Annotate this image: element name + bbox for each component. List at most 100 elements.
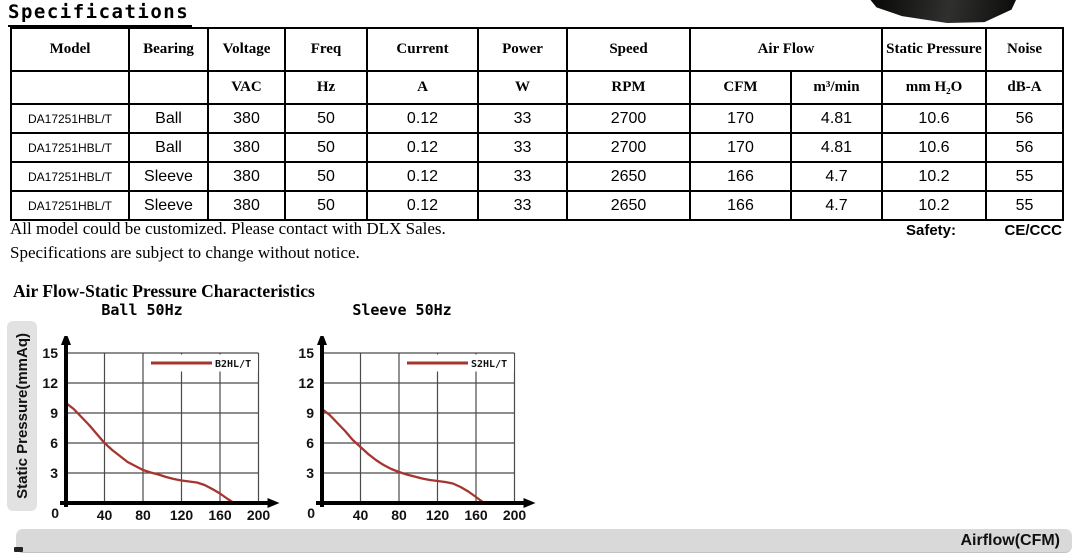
svg-text:160: 160 — [464, 507, 488, 523]
table-header-row: Model Bearing Voltage Freq Current Power… — [10, 27, 1064, 72]
cell-model: DA17251HBL/T — [10, 103, 130, 134]
svg-text:200: 200 — [247, 507, 271, 523]
unit-static-pressure: mm H₂O — [881, 70, 987, 105]
svg-text:9: 9 — [306, 405, 314, 421]
svg-text:9: 9 — [50, 405, 58, 421]
x-axis-label: Airflow(CFM) — [960, 532, 1060, 549]
table-row: DA17251HBL/T Sleeve 380 50 0.12 33 2650 … — [10, 190, 1064, 221]
col-header-freq: Freq — [284, 27, 368, 72]
cell-static-pressure: 10.6 — [881, 132, 987, 163]
cell-cfm: 170 — [689, 132, 792, 163]
cell-current: 0.12 — [366, 161, 479, 192]
cell-power: 33 — [477, 103, 568, 134]
col-header-current: Current — [366, 27, 479, 72]
ball-chart: B2HL/T 3 6 9 12 15 0 40 80 120 160 200 — [42, 336, 280, 523]
svg-text:80: 80 — [391, 507, 407, 523]
cell-static-pressure: 10.6 — [881, 103, 987, 134]
svg-text:200: 200 — [503, 507, 527, 523]
cell-model: DA17251HBL/T — [10, 190, 130, 221]
cell-speed: 2650 — [566, 190, 691, 221]
y-axis-label-strip: Static Pressure(mmAq) — [7, 321, 37, 511]
cell-freq: 50 — [284, 103, 368, 134]
cell-bearing: Sleeve — [128, 161, 209, 192]
cell-power: 33 — [477, 190, 568, 221]
svg-text:12: 12 — [42, 375, 58, 391]
cell-static-pressure: 10.2 — [881, 161, 987, 192]
svg-text:6: 6 — [50, 435, 58, 451]
unit-voltage: VAC — [207, 70, 286, 105]
cell-bearing: Ball — [128, 103, 209, 134]
cell-power: 33 — [477, 161, 568, 192]
col-header-speed: Speed — [566, 27, 691, 72]
cell-freq: 50 — [284, 161, 368, 192]
svg-text:3: 3 — [50, 465, 58, 481]
svg-text:160: 160 — [208, 507, 232, 523]
cell-model: DA17251HBL/T — [10, 132, 130, 163]
unit-power: W — [477, 70, 568, 105]
svg-text:3: 3 — [306, 465, 314, 481]
cell-m3min: 4.81 — [790, 103, 883, 134]
cell-cfm: 166 — [689, 161, 792, 192]
table-row: DA17251HBL/T Ball 380 50 0.12 33 2700 17… — [10, 103, 1064, 134]
ball-chart-title: Ball 50Hz — [101, 301, 183, 319]
cell-noise: 55 — [985, 161, 1064, 192]
fan-photo-fragment — [870, 0, 1016, 23]
cell-current: 0.12 — [366, 190, 479, 221]
col-header-airflow: Air Flow — [689, 27, 883, 72]
col-header-static-pressure: Static Pressure — [881, 27, 987, 72]
specifications-table: Model Bearing Voltage Freq Current Power… — [10, 27, 1064, 221]
svg-text:120: 120 — [426, 507, 450, 523]
unit-current: A — [366, 70, 479, 105]
page-title: Specifications — [8, 1, 193, 27]
svg-text:40: 40 — [353, 507, 369, 523]
cell-speed: 2700 — [566, 103, 691, 134]
page-corner-mark — [14, 547, 23, 552]
cell-speed: 2650 — [566, 161, 691, 192]
cell-static-pressure: 10.2 — [881, 190, 987, 221]
safety-value: CE/CCC — [1004, 222, 1062, 239]
safety-label: Safety: — [906, 222, 957, 239]
table-row: DA17251HBL/T Sleeve 380 50 0.12 33 2650 … — [10, 161, 1064, 192]
cell-voltage: 380 — [207, 132, 286, 163]
cell-current: 0.12 — [366, 132, 479, 163]
cell-bearing: Sleeve — [128, 190, 209, 221]
safety-certification: Safety: CE/CCC — [906, 222, 1062, 239]
chart-section-heading: Air Flow-Static Pressure Characteristics — [13, 281, 315, 301]
unit-noise: dB-A — [985, 70, 1064, 105]
svg-text:40: 40 — [97, 507, 113, 523]
svg-text:0: 0 — [307, 505, 315, 521]
cell-model: DA17251HBL/T — [10, 161, 130, 192]
svg-text:S2HL/T: S2HL/T — [471, 359, 507, 370]
svg-text:B2HL/T: B2HL/T — [215, 359, 251, 370]
x-axis-label-band: Airflow(CFM) — [16, 529, 1072, 553]
cell-noise: 56 — [985, 132, 1064, 163]
svg-text:120: 120 — [170, 507, 194, 523]
customization-note: All model could be customized. Please co… — [10, 219, 446, 238]
col-header-model: Model — [10, 27, 130, 72]
cell-current: 0.12 — [366, 103, 479, 134]
cell-m3min: 4.81 — [790, 132, 883, 163]
sleeve-chart: S2HL/T 3 6 9 12 15 0 40 80 120 160 200 — [298, 336, 536, 523]
col-header-voltage: Voltage — [207, 27, 286, 72]
svg-text:0: 0 — [51, 505, 59, 521]
sleeve-chart-title: Sleeve 50Hz — [352, 301, 452, 319]
cell-noise: 56 — [985, 103, 1064, 134]
svg-text:15: 15 — [298, 345, 314, 361]
cell-bearing: Ball — [128, 132, 209, 163]
unit-cfm: CFM — [689, 70, 792, 105]
cell-voltage: 380 — [207, 190, 286, 221]
cell-noise: 55 — [985, 190, 1064, 221]
svg-text:80: 80 — [135, 507, 151, 523]
cell-freq: 50 — [284, 132, 368, 163]
cell-m3min: 4.7 — [790, 161, 883, 192]
cell-cfm: 170 — [689, 103, 792, 134]
disclaimer-note: Specifications are subject to change wit… — [10, 243, 360, 262]
svg-text:15: 15 — [42, 345, 58, 361]
table-units-row: VAC Hz A W RPM CFM m³/min mm H₂O dB-A — [10, 70, 1064, 105]
y-axis-label: Static Pressure(mmAq) — [13, 333, 31, 499]
cell-cfm: 166 — [689, 190, 792, 221]
cell-freq: 50 — [284, 190, 368, 221]
unit-m3min: m³/min — [790, 70, 883, 105]
svg-text:6: 6 — [306, 435, 314, 451]
